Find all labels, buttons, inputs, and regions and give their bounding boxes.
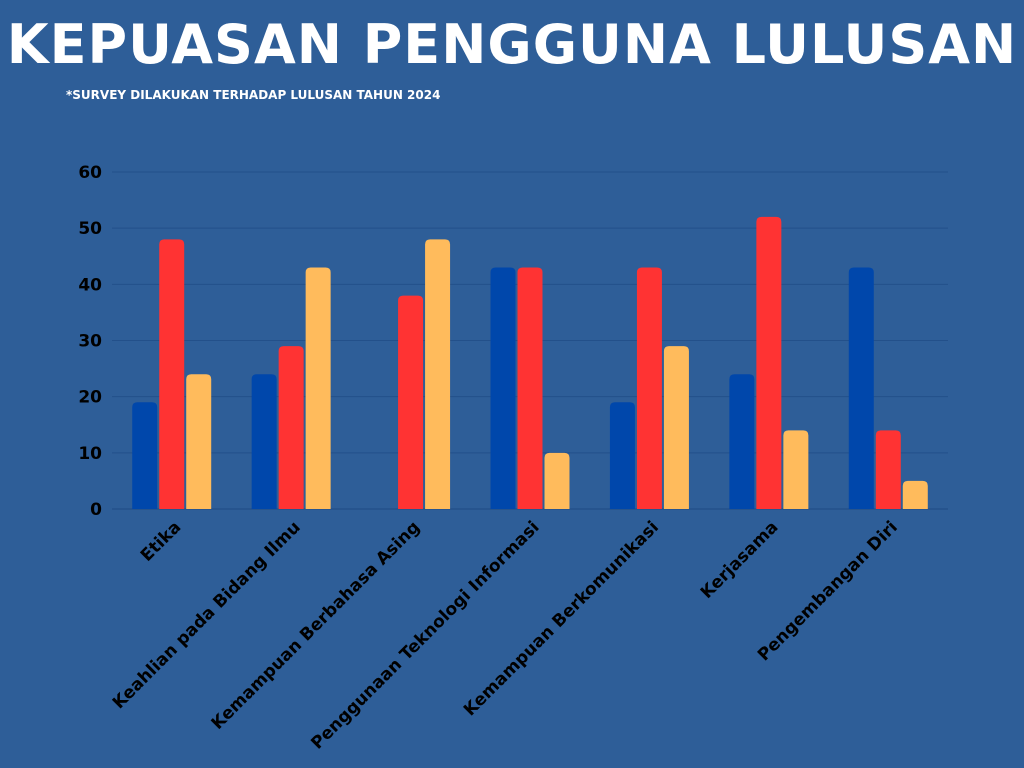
x-category-label: Kemampuan Berkomunikasi xyxy=(460,517,663,720)
bar-series-3-6 xyxy=(783,430,809,509)
bar-series-2-4 xyxy=(517,267,543,509)
x-category-label: Penggunaan Teknologi Informasi xyxy=(307,517,543,753)
x-category-label: Keahlian pada Bidang Ilmu xyxy=(109,517,305,713)
bar-series-2-7 xyxy=(875,430,901,509)
bar-series-3-7 xyxy=(902,480,928,509)
bar-series-3-4 xyxy=(544,452,570,509)
bar-series-3-5 xyxy=(663,346,689,509)
bar-series-1-7 xyxy=(848,267,874,509)
y-tick-label: 10 xyxy=(78,444,102,464)
bar-series-1-6 xyxy=(729,374,755,509)
y-tick-label: 30 xyxy=(78,332,102,352)
chart-title: KEPUASAN PENGGUNA LULUSAN xyxy=(6,13,1018,76)
bar-series-1-5 xyxy=(609,402,635,509)
bar-series-3-1 xyxy=(186,374,212,509)
bar-series-1-1 xyxy=(132,402,158,509)
y-tick-label: 0 xyxy=(90,500,102,520)
y-tick-label: 60 xyxy=(78,163,102,183)
x-category-label: Kerjasama xyxy=(697,517,782,602)
x-category-label: Pengembangan Diri xyxy=(754,517,902,665)
bar-series-3-2 xyxy=(305,267,331,509)
y-tick-label: 40 xyxy=(78,275,102,295)
bar-series-2-1 xyxy=(159,239,185,509)
chart-subtitle: *SURVEY DILAKUKAN TERHADAP LULUSAN TAHUN… xyxy=(66,88,441,102)
y-tick-label: 20 xyxy=(78,388,102,408)
y-axis-tick-labels: 0 10 20 30 40 50 60 xyxy=(78,163,102,520)
y-tick-label: 50 xyxy=(78,219,102,239)
x-category-label: Etika xyxy=(137,517,185,565)
x-category-label: Kemampuan Berbahasa Asing xyxy=(208,517,424,733)
bar-series-1-4 xyxy=(490,267,516,509)
bar-series-2-5 xyxy=(636,267,662,509)
bar-series-3-3 xyxy=(425,239,451,509)
bar-series-2-2 xyxy=(278,346,304,509)
bar-series-2-6 xyxy=(756,216,782,509)
bars xyxy=(132,216,928,509)
bar-series-2-3 xyxy=(398,295,424,509)
bar-series-1-2 xyxy=(251,374,277,509)
